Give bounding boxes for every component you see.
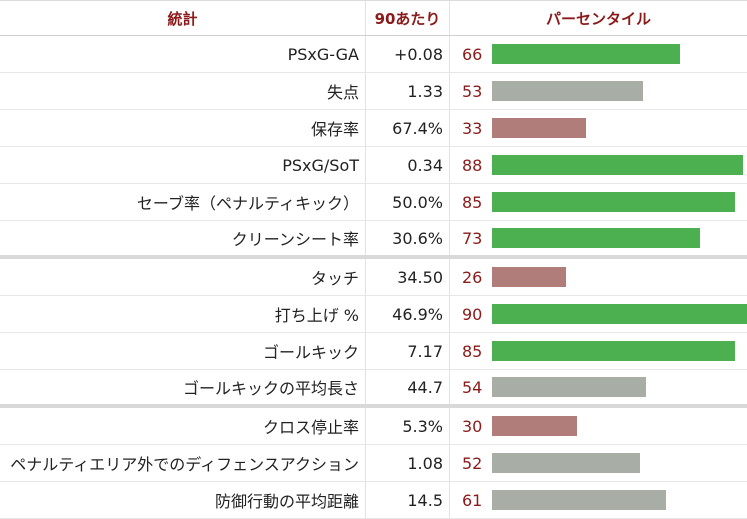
stat-label: PSxG-GA — [0, 36, 366, 72]
stat-label: PSxG/SoT — [0, 147, 366, 183]
per90-value: +0.08 — [366, 36, 450, 72]
table-row: PSxG-GA +0.08 66 — [0, 36, 747, 73]
percentile-number: 61 — [462, 490, 483, 510]
stat-label: クロス停止率 — [0, 408, 366, 444]
percentile-bar-track — [491, 192, 747, 212]
percentile-bar-track — [491, 490, 747, 510]
table-row: セーブ率（ペナルティキック） 50.0% 85 — [0, 184, 747, 221]
percentile-cell: 26 — [450, 259, 747, 295]
header-percentile[interactable]: パーセンタイル — [545, 9, 651, 28]
percentile-bar — [491, 81, 644, 101]
table-row: 失点 1.33 53 — [0, 73, 747, 110]
table-row: 保存率 67.4% 33 — [0, 110, 747, 147]
table-body: PSxG-GA +0.08 66 失点 1.33 53 保存率 67.4% 33 PSxG/SoT… — [0, 36, 747, 519]
stat-label: セーブ率（ペナルティキック） — [0, 184, 366, 220]
percentile-cell: 53 — [450, 73, 747, 109]
percentile-number: 90 — [462, 304, 483, 324]
per90-value: 7.17 — [366, 333, 450, 369]
stat-label: クリーンシート率 — [0, 221, 366, 255]
per90-value: 5.3% — [366, 408, 450, 444]
stat-label: 保存率 — [0, 110, 366, 146]
stat-label: ペナルティエリア外でのディフェンスアクション — [0, 445, 366, 481]
percentile-cell: 85 — [450, 333, 747, 369]
percentile-number: 85 — [462, 192, 483, 212]
table-row: タッチ 34.50 26 — [0, 259, 747, 296]
table-row: ゴールキックの平均長さ 44.7 54 — [0, 370, 747, 408]
per90-value: 44.7 — [366, 370, 450, 404]
percentile-bar — [491, 304, 747, 324]
percentile-bar — [491, 416, 578, 436]
percentile-bar — [491, 228, 701, 248]
percentile-bar — [491, 155, 744, 175]
percentile-bar-track — [491, 155, 747, 175]
percentile-bar — [491, 44, 681, 64]
stat-label: 防御行動の平均距離 — [0, 482, 366, 518]
percentile-number: 88 — [462, 155, 483, 175]
table-row: ゴールキック 7.17 85 — [0, 333, 747, 370]
percentile-number: 26 — [462, 267, 483, 287]
percentile-number: 54 — [462, 377, 483, 397]
percentile-bar-track — [491, 228, 747, 248]
percentile-bar-track — [491, 118, 747, 138]
percentile-cell: 85 — [450, 184, 747, 220]
per90-value: 0.34 — [366, 147, 450, 183]
stat-label: 失点 — [0, 73, 366, 109]
percentile-bar — [491, 453, 641, 473]
percentile-bar-track — [491, 341, 747, 361]
stat-label: タッチ — [0, 259, 366, 295]
percentile-number: 53 — [462, 81, 483, 101]
percentile-bar-track — [491, 44, 747, 64]
percentile-cell: 30 — [450, 408, 747, 444]
percentile-bar — [491, 267, 567, 287]
percentile-bar — [491, 192, 735, 212]
percentile-bar — [491, 490, 666, 510]
percentile-cell: 52 — [450, 445, 747, 481]
per90-value: 50.0% — [366, 184, 450, 220]
percentile-cell: 33 — [450, 110, 747, 146]
table-header: 統計 90あたり パーセンタイル — [0, 1, 747, 36]
percentile-number: 52 — [462, 453, 483, 473]
table-row: クリーンシート率 30.6% 73 — [0, 221, 747, 259]
percentile-cell: 73 — [450, 221, 747, 255]
percentile-cell: 66 — [450, 36, 747, 72]
table-row: ペナルティエリア外でのディフェンスアクション 1.08 52 — [0, 445, 747, 482]
percentile-number: 33 — [462, 118, 483, 138]
stat-label: ゴールキック — [0, 333, 366, 369]
stat-label: ゴールキックの平均長さ — [0, 370, 366, 404]
percentile-bar-track — [491, 453, 747, 473]
per90-value: 14.5 — [366, 482, 450, 518]
per90-value: 46.9% — [366, 296, 450, 332]
percentile-bar-track — [491, 416, 747, 436]
per90-value: 1.33 — [366, 73, 450, 109]
table-row: PSxG/SoT 0.34 88 — [0, 147, 747, 184]
percentile-number: 30 — [462, 416, 483, 436]
per90-value: 1.08 — [366, 445, 450, 481]
per90-value: 34.50 — [366, 259, 450, 295]
percentile-cell: 61 — [450, 482, 747, 518]
stat-label: 打ち上げ % — [0, 296, 366, 332]
table-row: 打ち上げ % 46.9% 90 — [0, 296, 747, 333]
percentile-bar-track — [491, 267, 747, 287]
percentile-bar-track — [491, 304, 747, 324]
percentile-bar — [491, 341, 735, 361]
header-stat[interactable]: 統計 — [0, 1, 366, 35]
per90-value: 30.6% — [366, 221, 450, 255]
percentile-bar-track — [491, 377, 747, 397]
header-per90[interactable]: 90あたり — [366, 1, 450, 35]
percentile-bar-track — [491, 81, 747, 101]
table-row: クロス停止率 5.3% 30 — [0, 408, 747, 445]
percentile-cell: 90 — [450, 296, 747, 332]
percentile-bar — [491, 118, 587, 138]
percentile-number: 66 — [462, 44, 483, 64]
percentile-number: 85 — [462, 341, 483, 361]
table-row: 防御行動の平均距離 14.5 61 — [0, 482, 747, 519]
percentile-cell: 88 — [450, 147, 747, 183]
per90-value: 67.4% — [366, 110, 450, 146]
percentile-cell: 54 — [450, 370, 747, 404]
percentile-number: 73 — [462, 228, 483, 248]
percentile-bar — [491, 377, 646, 397]
